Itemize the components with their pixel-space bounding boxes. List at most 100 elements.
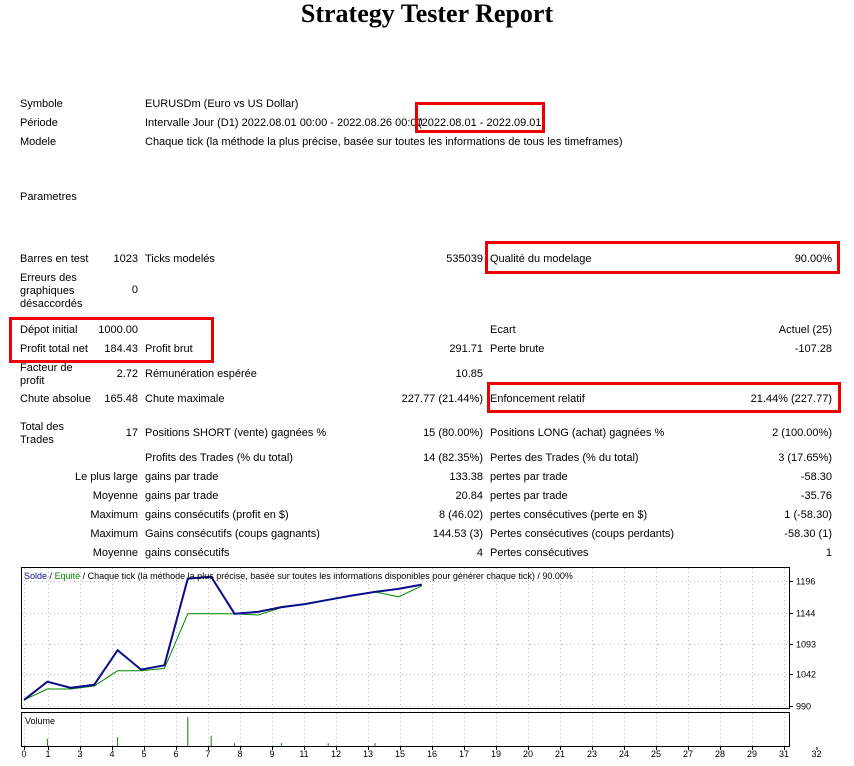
symbol-value: EURUSDm (Euro vs US Dollar) [145,98,299,110]
x-tick-label: 31 [779,749,789,759]
relative-drawdown-label: Enfoncement relatif [490,393,585,405]
maximum-label-2: Maximum [90,528,138,540]
x-tick-label: 21 [555,749,565,759]
x-tick-label: 7 [205,749,210,759]
period-range: (2022.08.01 - 2022.09.01) [418,117,546,129]
max-consecutive-profit-label: Gains consécutifs (coups gagnants) [145,528,320,540]
gross-profit-label: Profit brut [145,343,193,355]
x-tick-label: 12 [331,749,341,759]
x-tick-label: 28 [715,749,725,759]
relative-drawdown-value: 21.44% (227.77) [750,393,832,405]
x-tick-label: 3 [77,749,82,759]
legend-balance: Solde [24,571,47,581]
maximum-label: Maximum [90,509,138,521]
max-consecutive-wins-label: gains consécutifs (profit en $) [145,509,289,521]
symbol-label: Symbole [20,98,63,110]
max-consecutive-losses-value: 1 (-58.30) [784,509,832,521]
period-label: Période [20,117,58,129]
x-tick-label: 15 [395,749,405,759]
price-panel [21,567,790,709]
drawdown-highlight-box [487,382,841,413]
absolute-drawdown-label: Chute absolue [20,393,91,405]
legend-separator: / [50,571,53,581]
gross-loss-label: Perte brute [490,343,545,355]
x-tick-label: 6 [173,749,178,759]
average-gain-label: gains par trade [145,490,219,502]
average-gain-value: 20.84 [455,490,483,502]
x-tick-label: 17 [459,749,469,759]
quality-value: 90.00% [794,253,832,265]
gross-profit-value: 291.71 [449,343,483,355]
balance-line [23,575,422,701]
x-tick-label: 29 [747,749,757,759]
quality-highlight-box [485,241,840,274]
short-positions-label: Positions SHORT (vente) gagnées % [145,427,327,439]
loss-trades-label: Pertes des Trades (% du total) [490,452,639,464]
expected-payoff-value: 10.85 [455,368,483,380]
average-label-2: Moyenne [92,547,138,559]
x-tick-label: 23 [587,749,597,759]
max-consecutive-loss-value: -58.30 (1) [784,528,832,540]
legend-description: / Chaque tick (la méthode la plus précis… [83,571,573,581]
max-consecutive-profit-value: 144.53 (3) [432,528,483,540]
x-tick-label: 9 [269,749,274,759]
long-positions-value: 2 (100.00%) [772,427,832,439]
chart-grid [22,568,789,746]
max-consecutive-wins-value: 8 (46.02) [438,509,483,521]
bars-value: 1023 [113,253,138,265]
x-tick-label: 0 [21,749,26,759]
net-profit-label: Profit total net [20,343,88,355]
deposit-value: 1000.00 [98,324,138,336]
x-tick-label: 24 [619,749,629,759]
total-trades-value: 17 [125,427,138,439]
largest-loss-value: -58.30 [800,471,832,483]
profit-factor-value: 2.72 [116,368,138,380]
x-tick-label: 25 [651,749,661,759]
deposit-label: Dépot initial [20,324,78,336]
largest-gain-label: gains par trade [145,471,219,483]
ticks-label: Ticks modelés [145,253,215,265]
loss-trades-value: 3 (17.65%) [778,452,832,464]
max-consecutive-losses-label: pertes consécutives (perte en $) [490,509,648,521]
spread-value: Actuel (25) [778,324,832,336]
errors-value: 0 [131,284,138,296]
spread-label: Ecart [490,324,516,336]
y-tick-label: 1093 [796,640,816,650]
x-tick-label: 20 [523,749,533,759]
avg-consecutive-wins-label: gains consécutifs [145,547,230,559]
max-consecutive-loss-label: Pertes consécutives (coups perdants) [490,528,675,540]
largest-label: Le plus large [75,471,138,483]
x-tick-label: 11 [299,749,308,759]
parameters-label: Parametres [20,191,77,203]
model-label: Modele [20,136,57,148]
errors-label: Erreurs des graphiques désaccordés [20,272,83,310]
short-positions-value: 15 (80.00%) [423,427,483,439]
x-tick-label: 16 [427,749,437,759]
profit-factor-label: Facteur de profit [20,362,73,387]
deposit-profit-highlight-box [9,317,214,363]
x-tick-label: 13 [363,749,373,759]
volume-panel [21,712,790,747]
largest-loss-label: pertes par trade [490,471,568,483]
period-value: Intervalle Jour (D1) 2022.08.01 00:00 - … [145,117,423,129]
report-title: Strategy Tester Report [300,0,554,28]
x-tick-label: 5 [141,749,146,759]
x-tick-label: 1 [45,749,50,759]
total-trades-label: Total des Trades [20,421,65,446]
model-value: Chaque tick (la méthode la plus précise,… [145,136,623,148]
y-tick-label: 1042 [796,670,816,680]
ticks-value: 535039 [446,253,483,265]
volume-label: Volume [25,716,55,726]
absolute-drawdown-value: 165.48 [104,393,138,405]
profit-trades-value: 14 (82.35%) [423,452,483,464]
average-loss-value: -35.76 [800,490,832,502]
x-tick-label: 4 [109,749,114,759]
avg-consecutive-losses-label: Pertes consécutives [490,547,589,559]
chart-legend: Solde / Equité / Chaque tick (la méthode… [24,571,573,581]
period-highlight-box [415,102,545,133]
max-drawdown-label: Chute maximale [145,393,225,405]
net-profit-value: 184.43 [104,343,138,355]
expected-payoff-label: Rémunération espérée [145,368,257,380]
max-drawdown-value: 227.77 (21.44%) [401,393,483,405]
gross-loss-value: -107.28 [794,343,832,355]
